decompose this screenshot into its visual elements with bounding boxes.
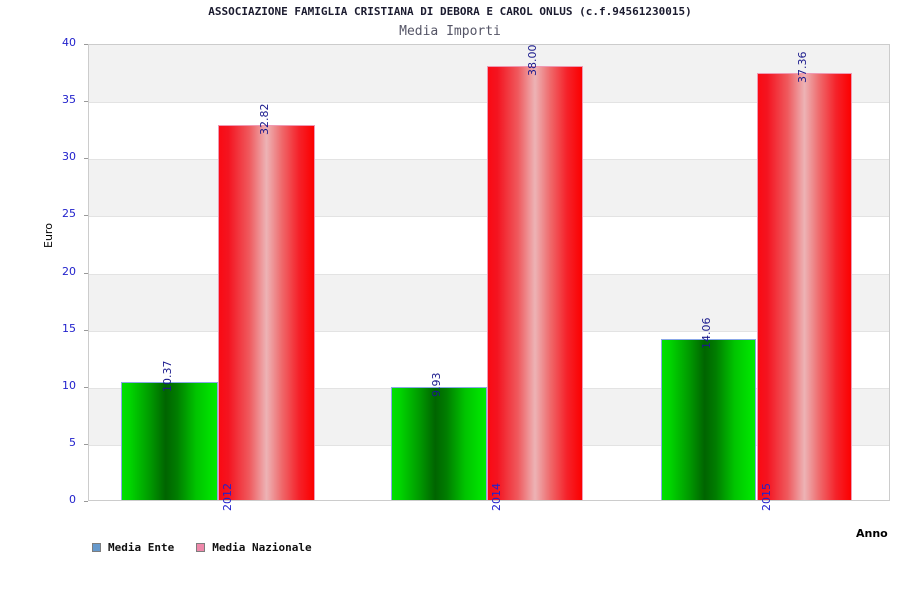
y-axis-tick-label: 15 (62, 321, 76, 335)
y-axis-tick-mark (84, 501, 88, 502)
legend-swatch-icon (196, 543, 206, 552)
y-axis-tick-label: 0 (69, 493, 76, 506)
bar-value-label: 14.06 (699, 317, 713, 350)
y-axis-tick-mark (84, 386, 88, 388)
x-axis-title: Anno (856, 527, 888, 540)
bar-ente-2014[interactable] (391, 386, 487, 500)
y-axis-tick-label: 35 (62, 93, 76, 107)
plot-area (88, 44, 890, 501)
legend-item-label: Media Ente (108, 541, 175, 554)
y-axis-tick-mark (84, 443, 88, 445)
bar-ente-2015[interactable] (661, 339, 756, 500)
x-axis-tick-label: 2012 (221, 483, 234, 511)
y-axis-tick-label: 25 (62, 207, 76, 221)
bar-nazionale-2012[interactable] (218, 125, 315, 500)
y-axis-tick-label: 20 (62, 264, 76, 278)
bar-value-label: 38.00 (526, 44, 539, 76)
bar-value-label: 9.93 (430, 372, 443, 397)
y-axis-tick-mark (84, 101, 88, 103)
legend-item-label: Media Nazionale (212, 541, 312, 554)
chart-legend: Media Ente Media Nazionale (92, 541, 312, 554)
bar-value-label: 37.36 (795, 51, 809, 84)
bar-nazionale-2014[interactable] (487, 65, 583, 500)
y-axis-tick-mark (84, 158, 88, 160)
y-axis-tick-mark (84, 329, 88, 331)
y-axis-tick-label: 5 (69, 435, 76, 449)
y-axis-title: Euro (42, 223, 55, 248)
y-axis-tick-label: 30 (62, 150, 76, 164)
bar-ente-2012[interactable] (121, 381, 218, 500)
y-axis-tick-label: 10 (62, 378, 76, 392)
legend-item-media-ente[interactable]: Media Ente (92, 541, 174, 554)
y-axis-tick-label: 40 (62, 36, 76, 49)
bar-value-label: 10.37 (160, 360, 174, 392)
chart-title: ASSOCIAZIONE FAMIGLIA CRISTIANA DI DEBOR… (208, 5, 692, 18)
bar-nazionale-2015[interactable] (757, 73, 852, 500)
bar-value-label: 32.82 (257, 103, 271, 136)
chart-subtitle: Media Importi (399, 24, 501, 39)
legend-item-media-nazionale[interactable]: Media Nazionale (196, 541, 312, 554)
legend-swatch-icon (92, 543, 101, 552)
y-axis-tick-mark (84, 215, 88, 217)
y-axis-tick-mark (84, 272, 88, 274)
x-axis-tick-label: 2014 (490, 483, 503, 511)
x-axis-tick-label: 2015 (760, 483, 773, 511)
y-axis-tick-mark (84, 44, 88, 45)
